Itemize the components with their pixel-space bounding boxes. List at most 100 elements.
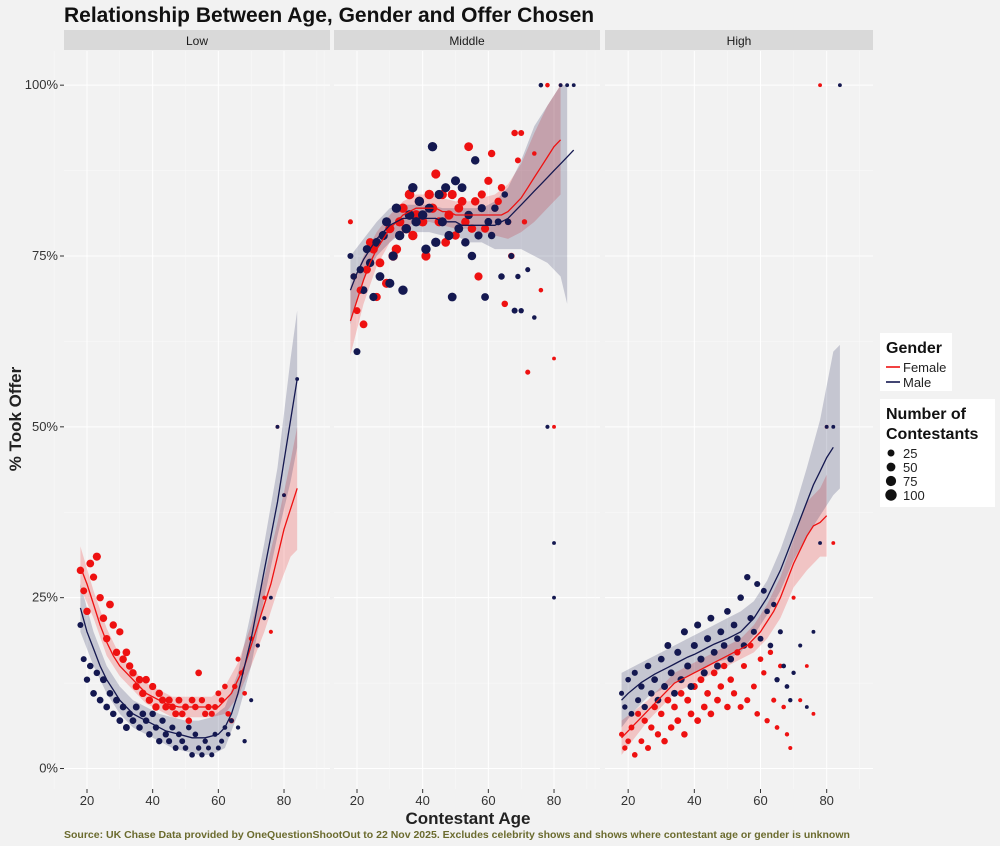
data-point xyxy=(208,710,215,717)
caption: Source: UK Chase Data provided by OneQue… xyxy=(64,829,850,841)
data-point xyxy=(268,629,273,634)
x-tick-label: 20 xyxy=(350,793,364,808)
data-point xyxy=(622,704,628,710)
data-point xyxy=(730,621,738,629)
data-point xyxy=(119,655,127,663)
data-point xyxy=(158,696,167,704)
data-point xyxy=(189,752,195,758)
data-point xyxy=(651,703,658,711)
data-point xyxy=(545,424,550,429)
data-point xyxy=(249,698,254,703)
data-point xyxy=(625,676,631,683)
data-point xyxy=(135,675,144,684)
data-point xyxy=(514,157,521,164)
data-point xyxy=(724,703,731,711)
data-point xyxy=(434,189,444,200)
confidence-band xyxy=(621,344,840,728)
data-point xyxy=(195,669,203,677)
data-point xyxy=(369,292,378,302)
x-tick-label: 20 xyxy=(621,793,635,808)
data-point xyxy=(96,696,104,704)
smooth-line-female xyxy=(349,139,562,322)
data-point xyxy=(192,731,199,738)
y-tick-label: 25% xyxy=(32,590,58,605)
data-point xyxy=(791,595,796,600)
data-point xyxy=(774,676,780,683)
data-point xyxy=(447,292,457,302)
data-point xyxy=(798,698,803,703)
size-legend-title: Number of xyxy=(886,406,967,423)
data-point xyxy=(690,641,698,650)
data-point xyxy=(372,237,382,247)
data-point xyxy=(165,696,173,704)
chart-title: Relationship Between Age, Gender and Off… xyxy=(64,4,594,27)
data-point xyxy=(83,607,91,616)
data-point xyxy=(754,711,761,717)
data-point xyxy=(129,669,137,677)
data-point xyxy=(209,752,215,758)
data-point xyxy=(398,203,408,213)
data-point xyxy=(132,703,140,711)
data-point xyxy=(744,573,751,581)
data-point xyxy=(268,595,273,600)
panel-low: Low 20 40 60 80 xyxy=(53,30,330,808)
data-point xyxy=(185,717,193,724)
confidence-band xyxy=(350,85,561,356)
data-point xyxy=(444,230,454,241)
data-point xyxy=(724,607,731,615)
data-point xyxy=(353,348,361,356)
data-point xyxy=(77,621,84,629)
smooth-line-male xyxy=(79,378,298,739)
x-tick-label: 40 xyxy=(687,793,701,808)
y-tick-label: 100% xyxy=(25,77,59,92)
data-point xyxy=(142,675,150,684)
legend-label-male: Male xyxy=(903,375,931,390)
data-point xyxy=(215,690,222,697)
data-point xyxy=(818,541,822,545)
data-point xyxy=(798,643,803,648)
data-point xyxy=(89,573,98,581)
data-point xyxy=(145,696,154,704)
data-point xyxy=(771,601,777,608)
x-tick-label: 20 xyxy=(80,793,94,808)
data-point xyxy=(764,608,770,615)
data-point xyxy=(454,224,464,234)
x-tick-label: 60 xyxy=(481,793,495,808)
data-point xyxy=(635,710,642,717)
data-point xyxy=(470,197,480,206)
data-point xyxy=(467,224,477,233)
data-point xyxy=(552,424,556,429)
data-point xyxy=(681,731,688,738)
data-point xyxy=(126,710,134,718)
data-point xyxy=(518,129,525,137)
data-point xyxy=(710,669,718,677)
smooth-line-female xyxy=(79,488,298,708)
data-point xyxy=(96,593,104,602)
data-point xyxy=(661,683,669,690)
data-point xyxy=(116,717,124,725)
data-point xyxy=(106,689,114,697)
data-point xyxy=(222,683,228,690)
data-point xyxy=(674,717,682,725)
data-point xyxy=(162,731,169,738)
data-point xyxy=(80,587,88,595)
data-point xyxy=(378,230,388,241)
data-point xyxy=(347,252,354,260)
y-tick-label: 50% xyxy=(32,419,58,434)
confidence-band xyxy=(350,85,568,325)
data-point xyxy=(704,635,712,643)
data-point xyxy=(427,141,438,152)
data-point xyxy=(421,251,431,261)
data-point xyxy=(159,717,166,724)
data-point xyxy=(720,642,728,649)
data-point xyxy=(457,183,467,193)
data-point xyxy=(667,669,675,677)
data-point xyxy=(704,689,711,697)
data-point xyxy=(109,710,117,718)
data-point xyxy=(487,231,496,240)
data-point xyxy=(740,662,748,670)
data-point xyxy=(477,190,486,199)
data-point xyxy=(552,541,556,545)
data-point xyxy=(747,614,754,622)
data-point xyxy=(229,718,234,724)
